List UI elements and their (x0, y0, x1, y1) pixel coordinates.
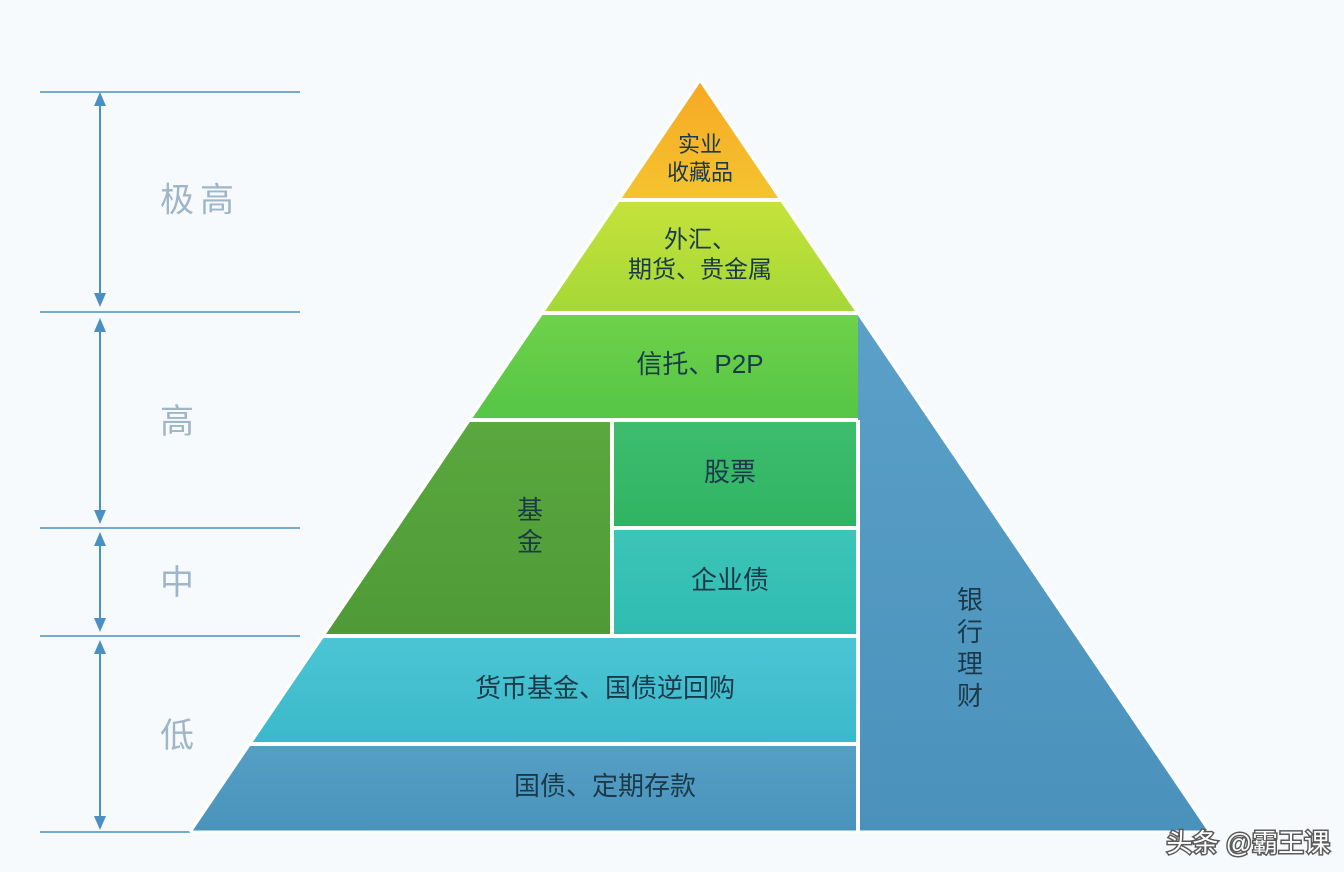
arrowhead-down (94, 510, 106, 524)
axis-label: 极高 (160, 182, 240, 220)
block-label: 实业 (678, 132, 722, 157)
tier-fund (323, 420, 612, 636)
arrowhead-up (94, 640, 106, 654)
arrowhead-up (94, 318, 106, 332)
arrowhead-up (94, 92, 106, 106)
arrowhead-down (94, 293, 106, 307)
block-label: 期货、贵金属 (628, 256, 772, 283)
block-label: 银 (957, 585, 983, 615)
axis-label: 低 (160, 717, 200, 755)
arrowhead-down (94, 618, 106, 632)
block-label: 国债、定期存款 (514, 771, 696, 801)
block-label: 股票 (704, 457, 756, 487)
axis-label: 中 (160, 564, 200, 602)
block-label: 金 (517, 527, 543, 557)
block-label: 理 (957, 649, 983, 679)
block-label: 财 (957, 681, 983, 711)
block-label: 基 (517, 495, 543, 525)
block-label: 企业债 (691, 565, 769, 595)
block-label: 货币基金、国债逆回购 (475, 673, 735, 703)
block-label: 外汇、 (664, 226, 736, 253)
block-label: 行 (957, 617, 983, 647)
block-label: 收藏品 (667, 160, 733, 185)
arrowhead-down (94, 816, 106, 830)
watermark: 头条 @霸王课 (1166, 828, 1330, 858)
block-label: 信托、P2P (636, 349, 763, 379)
arrowhead-up (94, 532, 106, 546)
axis-label: 高 (160, 403, 200, 441)
